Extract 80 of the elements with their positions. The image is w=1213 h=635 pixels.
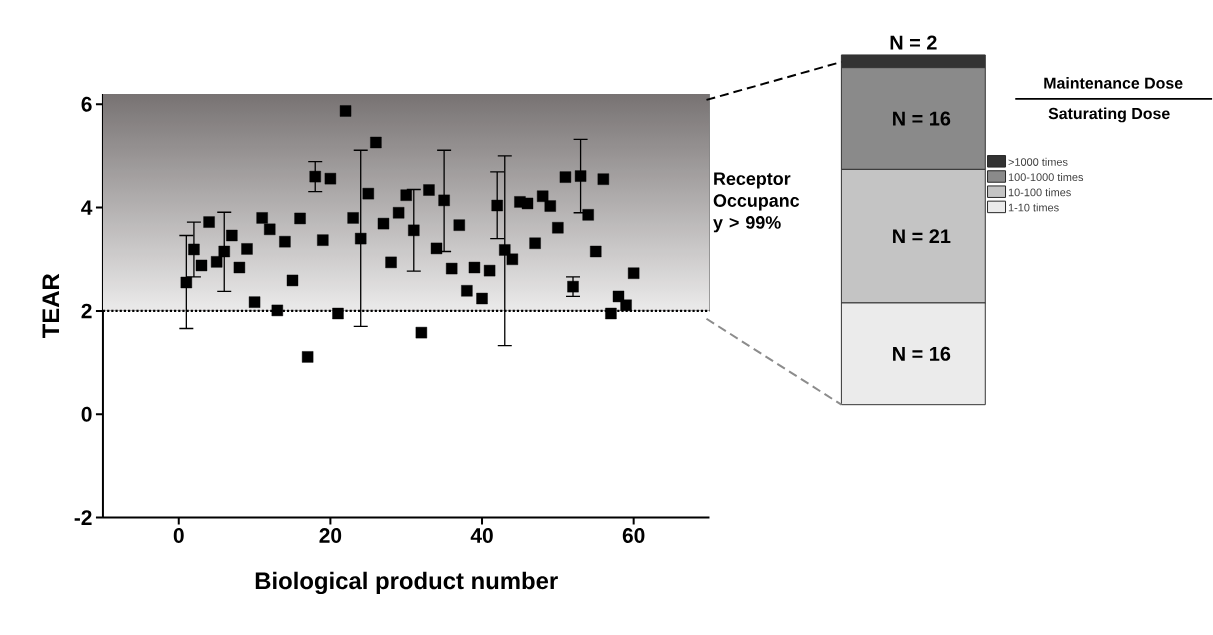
point: [506, 253, 519, 266]
point: [339, 105, 352, 117]
point: [590, 246, 602, 258]
data-label: N = 16: [893, 347, 951, 362]
point: [195, 260, 208, 272]
point: [203, 216, 215, 228]
point: [423, 184, 435, 196]
x-axis-title: Biological product number: [255, 571, 558, 595]
point: [438, 194, 450, 207]
point: [226, 230, 238, 242]
data-label: N = 21: [893, 229, 951, 244]
x-tick-label: 40: [470, 528, 493, 544]
point: [370, 137, 382, 149]
point: [552, 222, 564, 234]
data-label: N = 2: [890, 35, 937, 50]
point: [355, 233, 367, 245]
point: [362, 188, 374, 200]
point: [627, 267, 640, 280]
point: [491, 200, 503, 212]
point: [521, 198, 534, 210]
point: [264, 223, 276, 236]
point: [233, 262, 246, 274]
point: [332, 308, 344, 320]
point: [483, 265, 496, 277]
point: [347, 212, 359, 224]
point: [294, 212, 306, 225]
y-axis-title: TEAR: [42, 273, 60, 339]
point: [256, 212, 268, 224]
legend-label: 1-10 times: [1008, 203, 1059, 212]
point: [468, 262, 481, 274]
y-tick-label: 6: [81, 97, 92, 112]
y-tick-label: -2: [74, 510, 92, 526]
point: [385, 256, 397, 269]
point: [392, 207, 405, 219]
point: [301, 351, 314, 363]
point: [309, 171, 321, 183]
y-tick-label: 2: [81, 303, 92, 319]
x-tick-label: 60: [622, 528, 645, 544]
point: [544, 200, 556, 212]
point: [400, 189, 412, 202]
y-tick-label: 4: [81, 200, 93, 216]
x-tick-label: 20: [319, 528, 342, 544]
point: [180, 277, 193, 289]
point: [597, 173, 610, 186]
point: [415, 327, 428, 339]
y-tick-label: 0: [81, 407, 92, 422]
point: [279, 236, 291, 248]
point: [612, 291, 625, 303]
point: [218, 246, 230, 258]
point: [605, 308, 617, 320]
point: [536, 190, 549, 203]
point: [210, 256, 223, 268]
point: [317, 234, 329, 247]
point: [499, 244, 511, 256]
point: [559, 171, 572, 184]
point: [408, 224, 420, 237]
legend-label: >1000 times: [1008, 158, 1068, 167]
point: [430, 242, 443, 255]
data-label: N = 16: [893, 111, 951, 126]
point: [461, 285, 473, 297]
legend-label: 10-100 times: [1008, 188, 1071, 197]
point: [529, 237, 541, 250]
point: [286, 274, 299, 287]
point: [582, 209, 594, 221]
point: [620, 299, 632, 312]
text: Saturating Dose: [1048, 107, 1170, 123]
point: [271, 304, 284, 317]
point: [476, 293, 488, 305]
point: [377, 218, 390, 230]
point: [574, 170, 587, 183]
point: [324, 173, 337, 185]
x-tick-label: 0: [173, 528, 184, 544]
point: [188, 243, 200, 256]
band-label: Receptor Occupanc y > 99%: [713, 172, 800, 233]
point: [241, 243, 253, 255]
point: [248, 296, 261, 309]
legend-label: 100-1000 times: [1008, 173, 1084, 182]
legend-title: Maintenance Dose: [1044, 77, 1183, 90]
point: [446, 263, 458, 275]
point: [453, 219, 465, 232]
